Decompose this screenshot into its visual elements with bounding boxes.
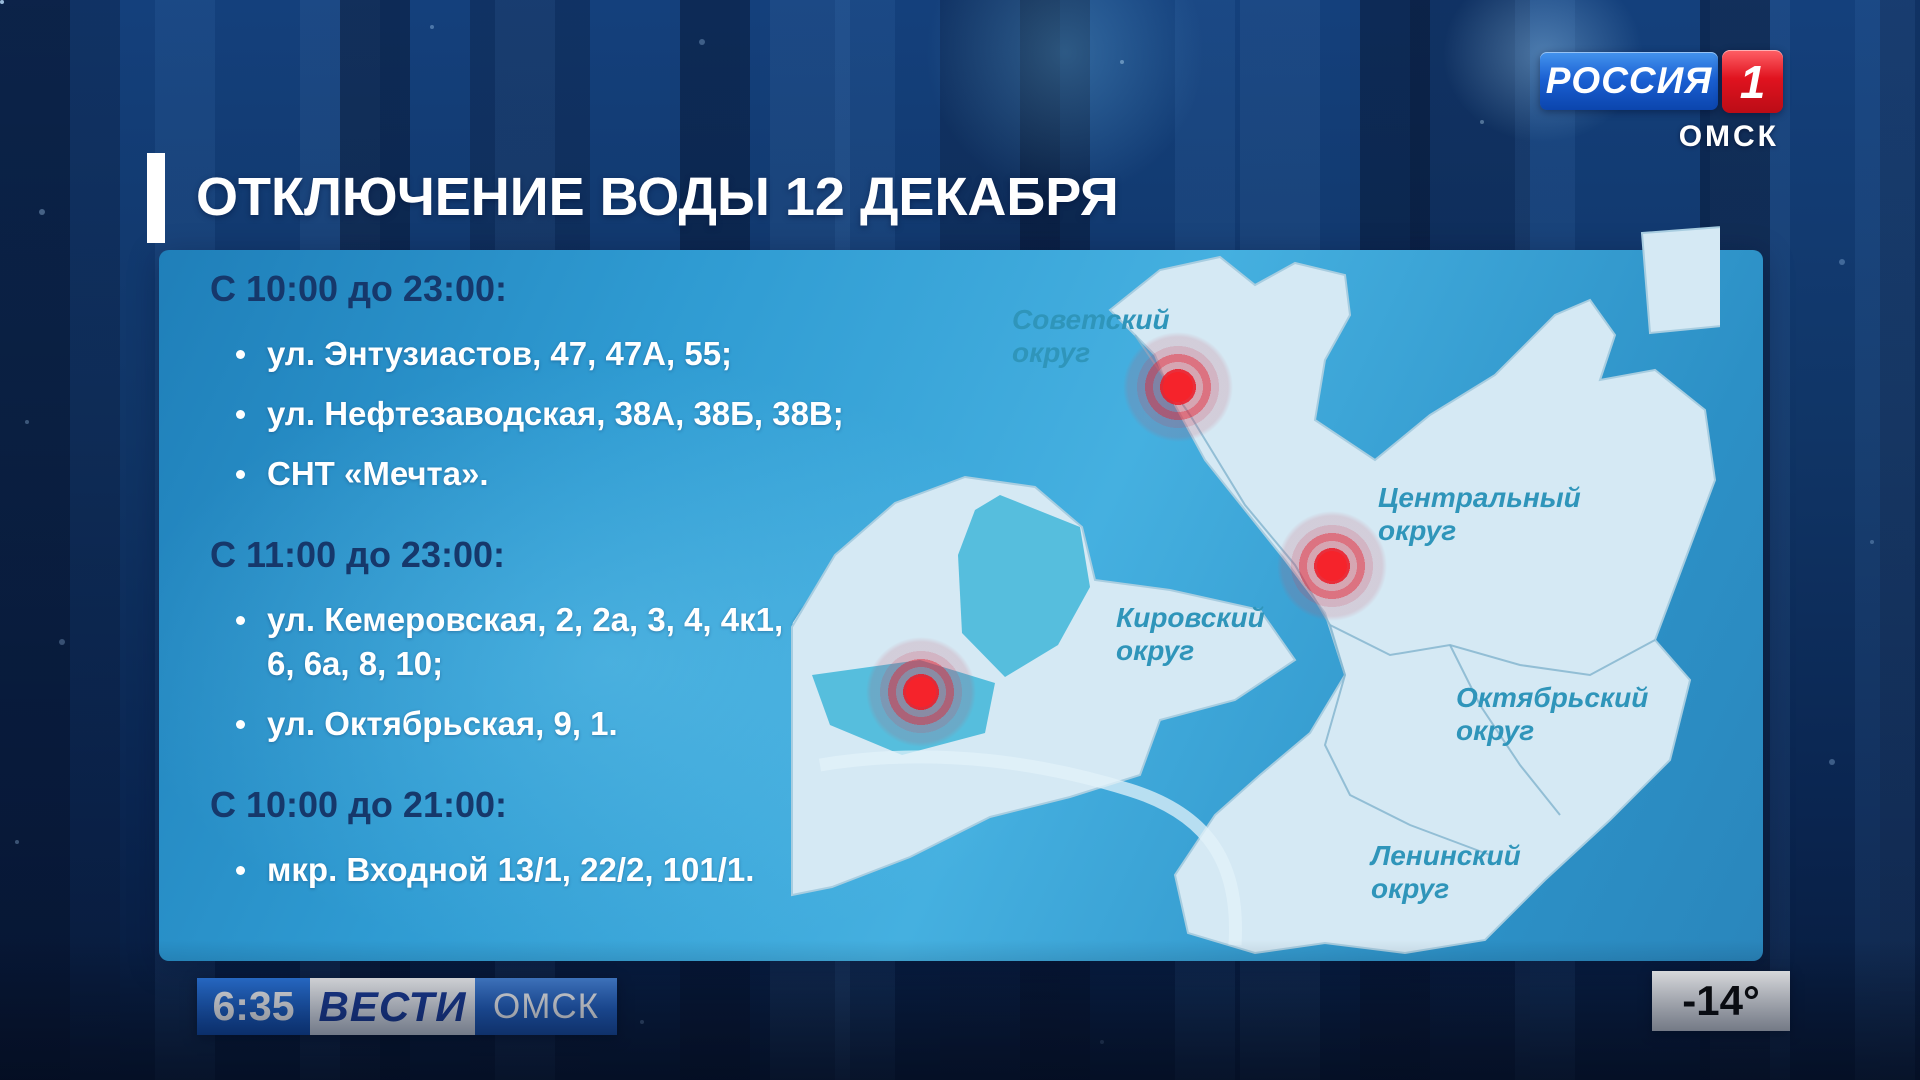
map-svg bbox=[791, 226, 1720, 955]
bullet-dot bbox=[236, 866, 245, 875]
shutdown-map-marker bbox=[1277, 511, 1387, 621]
channel-logo: РОССИЯ 1 ОМСК bbox=[1540, 50, 1783, 154]
district-boundary bbox=[1449, 644, 1561, 816]
bullet-dot bbox=[236, 350, 245, 359]
time-range-header: С 10:00 до 21:00: bbox=[210, 784, 507, 825]
time-range-header: С 11:00 до 23:00: bbox=[210, 534, 505, 575]
district-label-tsentralny: Центральный округ bbox=[1378, 482, 1581, 546]
bullet-dot bbox=[236, 470, 245, 479]
bullet-dot bbox=[236, 720, 245, 729]
headline-accent-bar bbox=[147, 153, 165, 243]
shutdown-map-marker bbox=[866, 637, 976, 747]
map-land-left-bank bbox=[791, 475, 1297, 897]
schedule-item-text: ул. Октябрьская, 9, 1. bbox=[267, 705, 618, 742]
background-light-specks bbox=[0, 0, 4, 4]
background-glow bbox=[900, 0, 1230, 260]
time-range-header: С 10:00 до 23:00: bbox=[210, 268, 507, 309]
bullet-dot bbox=[236, 616, 245, 625]
district-label-leninsky: Ленинский округ bbox=[1371, 840, 1521, 904]
schedule-item: ул. Нефтезаводская, 38А, 38Б, 38В; bbox=[210, 392, 850, 436]
shutdown-map-marker bbox=[1123, 332, 1233, 442]
schedule-item-text: ул. Кемеровская, 2, 2а, 3, 4, 4к1, 4/1, … bbox=[267, 601, 848, 682]
schedule-item-text: ул. Нефтезаводская, 38А, 38Б, 38В; bbox=[267, 395, 844, 432]
rossiya-brand-badge: РОССИЯ bbox=[1540, 52, 1718, 110]
channel-logo-row: РОССИЯ 1 bbox=[1540, 50, 1783, 113]
channel-region-label: ОМСК bbox=[1678, 120, 1779, 153]
district-label-kirovsky: Кировский округ bbox=[1116, 602, 1265, 666]
district-boundary bbox=[1323, 624, 1491, 856]
schedule-item: ул. Октябрьская, 9, 1. bbox=[210, 702, 850, 746]
schedule-item-text: ул. Энтузиастов, 47, 47А, 55; bbox=[267, 335, 733, 372]
schedule-item: ул. Энтузиастов, 47, 47А, 55; bbox=[210, 332, 850, 376]
schedule-item-text: СНТ «Мечта». bbox=[267, 455, 489, 492]
district-label-sovetsky: Советский округ bbox=[1012, 304, 1170, 368]
district-boundary bbox=[1329, 624, 1656, 677]
channel-number-badge: 1 bbox=[1722, 50, 1783, 113]
schedule-item: СНТ «Мечта». bbox=[210, 452, 850, 496]
map-river bbox=[818, 750, 1243, 946]
district-label-oktyabrsky: Октябрьский округ bbox=[1456, 682, 1649, 746]
bottom-shade bbox=[0, 940, 1920, 1080]
bullet-dot bbox=[236, 410, 245, 419]
schedule-item: мкр. Входной 13/1, 22/2, 101/1. bbox=[210, 848, 850, 892]
omsk-districts-map: Советский округ Центральный округ Кировс… bbox=[790, 205, 1720, 955]
water-shutdown-schedule: С 10:00 до 23:00: ул. Энтузиастов, 47, 4… bbox=[210, 268, 850, 908]
map-urban-area bbox=[958, 495, 1090, 677]
schedule-item-text: мкр. Входной 13/1, 22/2, 101/1. bbox=[267, 851, 755, 888]
schedule-item: ул. Кемеровская, 2, 2а, 3, 4, 4к1, 4/1, … bbox=[210, 598, 850, 686]
map-land-ne-piece bbox=[1640, 226, 1720, 335]
page-title: ОТКЛЮЧЕНИЕ ВОДЫ 12 ДЕКАБРЯ bbox=[196, 167, 1119, 227]
